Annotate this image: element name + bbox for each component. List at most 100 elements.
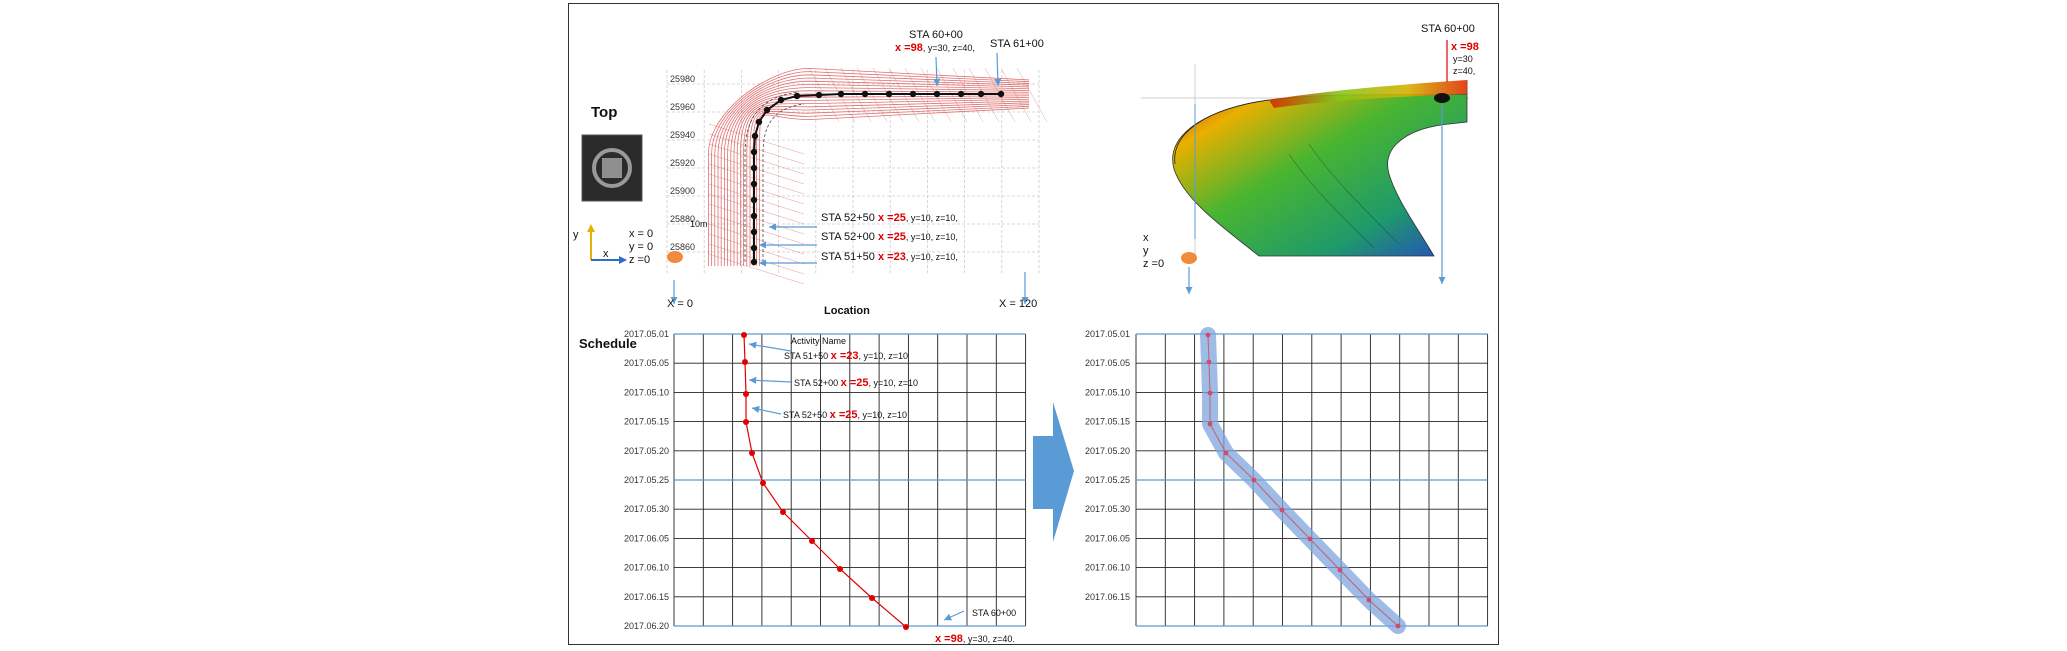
- date-label: 2017.05.20: [624, 446, 669, 456]
- schedule-point: [741, 332, 747, 338]
- date-label: 2017.06.20: [624, 621, 669, 631]
- plan-road-cross: [708, 223, 805, 255]
- plan-road-line: [730, 90, 1030, 266]
- figure-frame: Top y x x = 0 y = 0 z =0 25980 25960 25940…: [568, 3, 1499, 645]
- date-label: 2017.06.05: [1085, 533, 1130, 543]
- plan-origin-marker: [667, 251, 683, 263]
- date-label: 2017.06.05: [624, 533, 669, 543]
- 3d-axis-z: z =0: [1143, 258, 1164, 270]
- plan-side-line: [744, 91, 800, 262]
- schedule-band-point: [1205, 332, 1211, 338]
- plan-centerline-node: [750, 244, 758, 252]
- plan-side-line: [762, 103, 805, 262]
- date-label: 2017.05.05: [1085, 358, 1130, 368]
- view-cube-icon: [581, 134, 643, 202]
- plan-tick-label: 25900: [670, 186, 695, 196]
- schedule-callouts: STA 51+50 x =23, y=10, z=10 STA 52+00 x …: [748, 341, 1016, 645]
- origin-y: y = 0: [629, 241, 653, 253]
- plan-road-cross: [1016, 67, 1048, 123]
- 3d-origin-marker: [1181, 252, 1197, 264]
- figure-canvas: Top y x x = 0 y = 0 z =0 25980 25960 25940…: [573, 23, 1489, 645]
- plan-tick-label: 25860: [670, 242, 695, 252]
- plan-road-line: [746, 100, 1030, 266]
- origin-x: x = 0: [629, 228, 653, 240]
- plan-centerline-path: [753, 93, 1001, 262]
- plan-sta-51-50: STA 51+50 x =23, y=10, z=10,: [821, 251, 958, 263]
- 3d-axis-x: x: [1143, 232, 1149, 244]
- plan-road-line: [727, 87, 1030, 266]
- origin-z: z =0: [629, 254, 650, 266]
- plan-centerline: [744, 90, 1005, 266]
- 3d-view: STA 60+00 x =98 y=30 z=40, x y z =0: [1141, 23, 1479, 294]
- schedule-band-point: [1307, 536, 1313, 542]
- sched-sta-60-coords: x =98, y=30, z=40.: [935, 633, 1015, 645]
- schedule-point: [780, 509, 786, 515]
- 3d-sta-60-y: y=30: [1453, 54, 1473, 64]
- schedule-band-point: [1251, 477, 1257, 483]
- plan-road-line: [733, 93, 1029, 266]
- plan-sta-52-00: STA 52+00 x =25, y=10, z=10,: [821, 231, 958, 243]
- plan-sta-52-50: STA 52+50 x =25, y=10, z=10,: [821, 212, 958, 224]
- schedule-band-point: [1207, 390, 1213, 396]
- date-label: 2017.06.10: [1085, 563, 1130, 573]
- schedule-date-labels: 2017.05.01 2017.05.05 2017.05.10 2017.05.15…: [624, 329, 669, 631]
- plan-centerline-node: [763, 106, 771, 114]
- plan-road-cross: [708, 243, 805, 275]
- scale-label: 10m: [690, 219, 708, 229]
- schedule-point: [869, 595, 875, 601]
- sched-sta-52-50: STA 52+50 x =25, y=10, z=10: [783, 409, 907, 421]
- plan-road-cross: [708, 123, 805, 155]
- origin-axes: y x x = 0 y = 0 z =0: [573, 224, 653, 266]
- plan-road-line: [717, 77, 1030, 266]
- 3d-axis-y: y: [1143, 245, 1149, 257]
- plan-centerline-node: [755, 118, 763, 126]
- plan-centerline-node: [750, 228, 758, 236]
- plan-centerline-node: [793, 92, 801, 100]
- sta-60-plan-coords: x =98, y=30, z=40,: [895, 42, 975, 54]
- sta-60-plan-label: STA 60+00 x =98, y=30, z=40,: [895, 29, 975, 87]
- plan-centerline-node: [933, 90, 941, 98]
- plan-centerline-node: [815, 91, 823, 99]
- schedule-chart-3d: 2017.05.01 2017.05.05 2017.05.10 2017.05.15…: [1085, 327, 1489, 634]
- plan-centerline-node: [957, 90, 965, 98]
- 3d-sta-60-x: x =98: [1451, 41, 1479, 53]
- schedule-band-point: [1395, 623, 1401, 629]
- plan-centerline-node: [997, 90, 1005, 98]
- plan-grid: 25980 25960 25940 25920 25900 25880 25860: [666, 70, 1040, 274]
- date-label: 2017.05.25: [624, 475, 669, 485]
- plan-centerline-node: [750, 180, 758, 188]
- transform-arrow: [1033, 402, 1074, 542]
- plan-view: Top y x x = 0 y = 0 z =0 25980 25960 25940…: [573, 29, 1048, 285]
- plan-centerline-node: [777, 96, 785, 104]
- plan-centerline-node: [750, 148, 758, 156]
- plan-road-cross: [708, 173, 805, 205]
- 3d-road-surface: [1172, 80, 1468, 257]
- plan-centerline-node: [751, 132, 759, 140]
- plan-road-cross: [708, 203, 805, 235]
- plan-tick-label: 25880: [670, 214, 695, 224]
- schedule-grid-3d: [1135, 333, 1489, 627]
- x120-label: X = 120: [999, 298, 1037, 310]
- schedule-grid: [673, 333, 1027, 627]
- date-label: 2017.05.25: [1085, 475, 1130, 485]
- schedule-label: Schedule: [579, 336, 637, 351]
- plan-road-cross: [708, 133, 805, 165]
- date-label: 2017.05.01: [624, 329, 669, 339]
- plan-road-line: [740, 97, 1030, 266]
- schedule-band-point: [1337, 567, 1343, 573]
- plan-road-cross: [708, 193, 805, 225]
- sched-sta-51-50: STA 51+50 x =23, y=10, z=10: [784, 350, 908, 362]
- top-label: Top: [591, 104, 617, 121]
- sta-61-plan-name: STA 61+00: [990, 38, 1044, 50]
- plan-road-cross: [708, 213, 805, 245]
- sched-sta-52-00: STA 52+00 x =25, y=10, z=10: [794, 377, 918, 389]
- 3d-sta-60-name: STA 60+00: [1421, 23, 1475, 35]
- date-label: 2017.05.10: [624, 387, 669, 397]
- schedule-chart: X = 0 X = 120 Location Schedule 2017.05.…: [579, 298, 1037, 645]
- date-label: 2017.05.30: [1085, 504, 1130, 514]
- schedule-band-3d: [1200, 327, 1406, 634]
- schedule-date-labels-3d: 2017.05.01 2017.05.05 2017.05.10 2017.05.15…: [1085, 329, 1130, 602]
- schedule-band-point: [1366, 597, 1372, 603]
- plan-station-callouts: STA 52+50 x =25, y=10, z=10, STA 52+00 x…: [759, 212, 958, 267]
- schedule-point: [743, 391, 749, 397]
